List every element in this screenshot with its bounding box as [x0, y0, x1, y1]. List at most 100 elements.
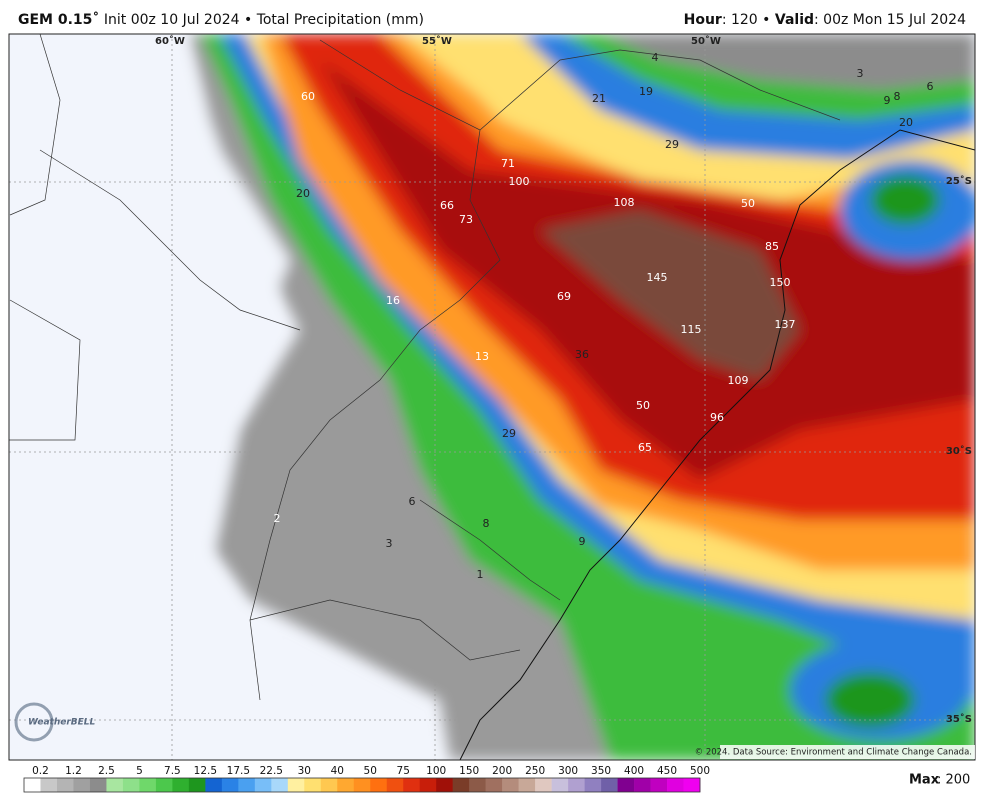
point-label: 19	[639, 85, 653, 98]
point-label: 6	[927, 80, 934, 93]
boundaries	[9, 34, 975, 760]
colorbar-label: 5	[136, 765, 143, 777]
point-label: 145	[647, 271, 668, 284]
colorbar-swatch	[238, 778, 256, 792]
point-label: 66	[440, 199, 454, 212]
colorbar-swatch	[634, 778, 651, 792]
colorbar-swatch	[436, 778, 453, 792]
point-label: 50	[636, 399, 650, 412]
colorbar-label: 500	[690, 765, 710, 777]
colorbar-swatch	[551, 778, 569, 792]
max-value: : 200	[937, 773, 970, 788]
colorbar-label: 40	[331, 765, 344, 777]
point-label: 20	[899, 116, 913, 129]
colorbar-swatch	[271, 778, 289, 792]
point-label: 9	[884, 94, 891, 107]
colorbar-label: 30	[298, 765, 311, 777]
point-label: 108	[614, 196, 635, 209]
colorbar-label: 2.5	[98, 765, 115, 777]
init: Init 00z 10 Jul 2024 • Total Precipitati…	[99, 12, 424, 28]
colorbar-swatch	[89, 778, 107, 792]
point-label: 50	[741, 197, 755, 210]
colorbar-label: 1.2	[65, 765, 82, 777]
grid-label: 35˚S	[946, 713, 972, 725]
colorbar-swatch	[106, 778, 124, 792]
colorbar-swatch	[617, 778, 635, 792]
colorbar-swatch	[337, 778, 355, 792]
point-label: 8	[483, 517, 490, 530]
colorbar-swatch	[353, 778, 371, 792]
point-label: 150	[770, 276, 791, 289]
map-frame	[8, 33, 976, 761]
colorbar-frame	[23, 777, 701, 793]
colorbar-swatch	[650, 778, 668, 792]
grid-label: 55˚W	[422, 35, 452, 47]
colorbar-swatch	[139, 778, 157, 792]
colorbar-label: 0.2	[32, 765, 49, 777]
point-label: 2	[274, 512, 281, 525]
point-label: 71	[501, 157, 515, 170]
point-label: 85	[765, 240, 779, 253]
colorbar-label: 7.5	[164, 765, 181, 777]
colorbar-label: 200	[492, 765, 512, 777]
grid-label: 50˚W	[691, 35, 721, 47]
point-label: 100	[509, 175, 530, 188]
point-label: 29	[665, 138, 679, 151]
map-labels: 60˚W 55˚W 50˚W25˚S30˚S35˚S6071100667310820…	[155, 35, 972, 725]
colorbar-swatch	[403, 778, 421, 792]
colorbar-label: 150	[459, 765, 479, 777]
colorbar-swatch	[188, 778, 206, 792]
point-label: 60	[301, 90, 315, 103]
colorbar-label: 350	[591, 765, 611, 777]
colorbar-swatch	[304, 778, 322, 792]
point-label: 20	[296, 187, 310, 200]
colorbar-swatch	[502, 778, 519, 792]
colorbar-swatch	[601, 778, 618, 792]
point-label: 6	[409, 495, 416, 508]
point-label: 69	[557, 290, 571, 303]
valid-value: : 00z Mon 15 Jul 2024	[814, 12, 966, 28]
colorbar-label: 12.5	[194, 765, 217, 777]
colorbar-swatch	[320, 778, 338, 792]
point-label: 137	[775, 318, 796, 331]
point-label: 4	[652, 51, 659, 64]
hour-label: Hour	[683, 12, 722, 28]
colorbar-swatch	[469, 778, 486, 792]
colorbar-swatch	[172, 778, 190, 792]
colorbar-label: 100	[426, 765, 446, 777]
colorbar-label: 300	[558, 765, 578, 777]
colorbar-swatch	[386, 778, 404, 792]
point-label: 96	[710, 411, 724, 424]
point-label: 1	[477, 568, 484, 581]
colorbar-label: 450	[657, 765, 677, 777]
point-label: 65	[638, 441, 652, 454]
logo: WeatherBELL	[14, 702, 96, 742]
colorbar-swatch	[568, 778, 585, 792]
grid-label: 30˚S	[946, 445, 972, 457]
colorbar: 0.2 1.2 2.5 5 7.5 12.5 17.5 22.5 30 40 50 75 100 150 2…	[23, 765, 710, 793]
colorbar-swatch	[287, 778, 305, 792]
colorbar-swatch	[205, 778, 223, 792]
colorbar-swatch	[24, 778, 41, 792]
point-label: 13	[475, 350, 489, 363]
logo-text: WeatherBELL	[28, 718, 96, 728]
point-label: 21	[592, 92, 606, 105]
point-label: 115	[681, 323, 702, 336]
colorbar-swatch	[485, 778, 503, 792]
colorbar-swatch	[155, 778, 173, 792]
colorbar-swatch	[683, 778, 701, 792]
grid-label: 60˚W	[155, 35, 185, 47]
point-label: 3	[857, 67, 864, 80]
colorbar-label: 50	[364, 765, 377, 777]
colorbar-swatch	[73, 778, 91, 792]
colorbar-label: 22.5	[260, 765, 283, 777]
valid-info: Hour: 120 • Valid: 00z Mon 15 Jul 2024	[684, 12, 966, 28]
model: GEM 0.15˚	[18, 12, 100, 28]
colorbar-swatch	[419, 778, 437, 792]
colorbar-label: 250	[525, 765, 545, 777]
max-label: Max	[909, 773, 940, 788]
point-label: 73	[459, 213, 473, 226]
valid-label: Valid	[774, 12, 815, 28]
